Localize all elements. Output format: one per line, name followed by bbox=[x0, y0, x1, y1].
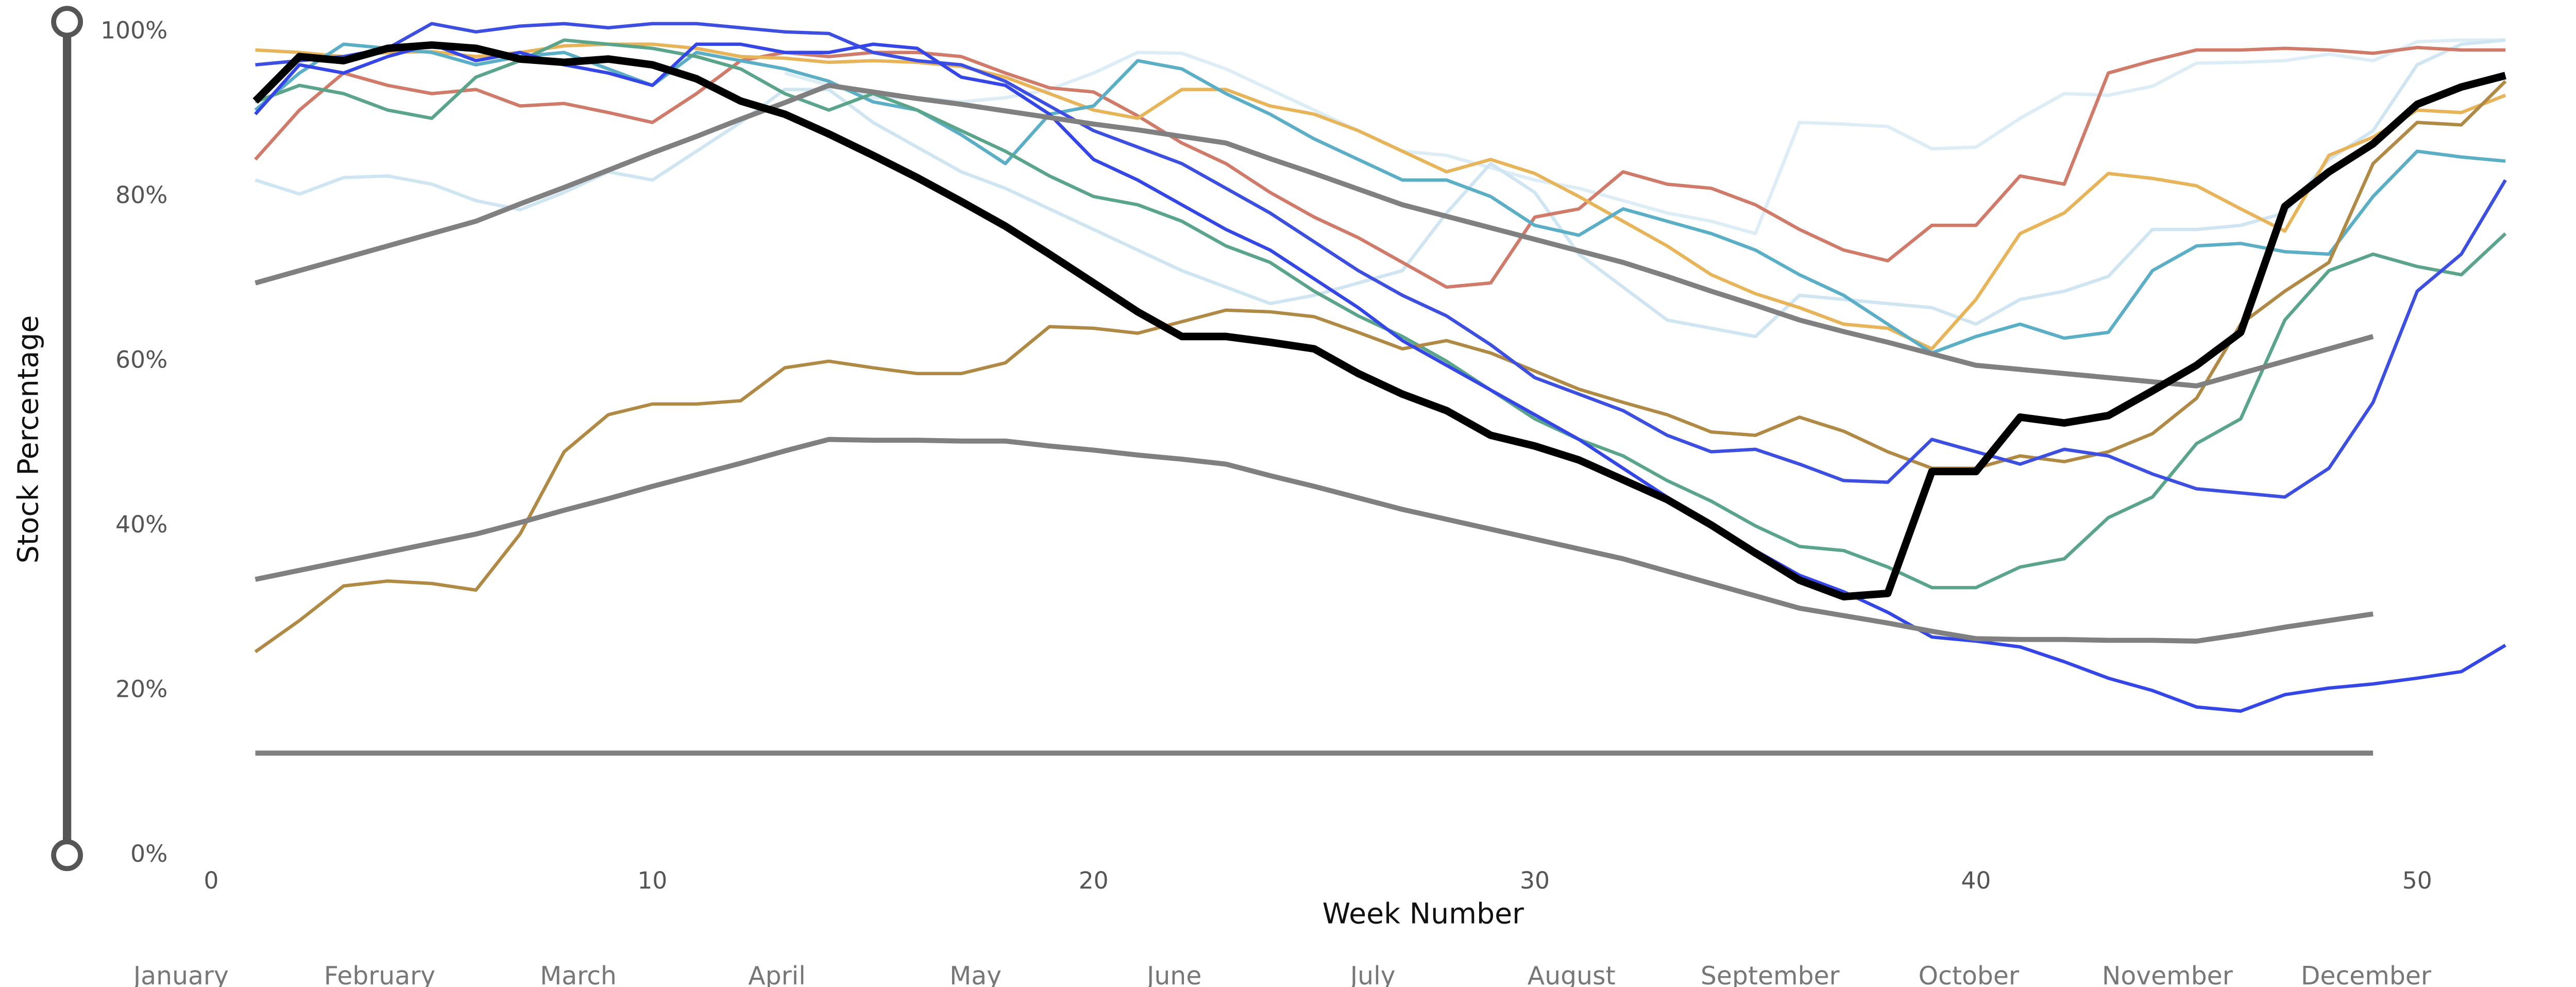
month-label: July bbox=[1349, 961, 1396, 987]
series-line bbox=[254, 42, 2506, 355]
series-line bbox=[254, 42, 2506, 713]
series-line bbox=[254, 45, 2506, 289]
x-tick-label: 10 bbox=[637, 867, 667, 894]
y-axis-title: Stock Percentage bbox=[12, 315, 45, 564]
y-tick-label: 20% bbox=[115, 675, 167, 702]
y-tick-label: 60% bbox=[115, 346, 167, 373]
series-line bbox=[255, 38, 2506, 339]
x-axis-title: Week Number bbox=[1323, 898, 1524, 931]
x-tick-label: 50 bbox=[2402, 867, 2432, 894]
series-line bbox=[255, 22, 2507, 499]
month-label: June bbox=[1145, 961, 1201, 987]
month-label: April bbox=[748, 961, 806, 987]
range-slider[interactable] bbox=[51, 6, 83, 872]
month-label: August bbox=[1528, 961, 1616, 987]
x-tick-label: 0 bbox=[204, 867, 218, 894]
x-tick-label: 40 bbox=[1961, 867, 1991, 894]
x-tick-label: 20 bbox=[1079, 867, 1109, 894]
slider-handle[interactable] bbox=[51, 6, 83, 38]
month-label: May bbox=[950, 961, 1002, 987]
y-tick-label: 80% bbox=[115, 181, 167, 209]
y-tick-label: 0% bbox=[130, 840, 167, 867]
series-line bbox=[784, 38, 2506, 236]
x-tick-label: 30 bbox=[1520, 867, 1550, 894]
month-label: November bbox=[2102, 961, 2233, 987]
y-tick-label: 100% bbox=[100, 16, 167, 44]
series-line bbox=[255, 437, 2374, 644]
series-line bbox=[254, 80, 2507, 654]
series-line bbox=[252, 41, 2506, 600]
month-label: October bbox=[1919, 961, 2020, 987]
month-label: January bbox=[132, 961, 229, 987]
series-line bbox=[255, 82, 2374, 389]
month-label: September bbox=[1701, 961, 1840, 987]
y-tick-label: 40% bbox=[115, 511, 167, 538]
slider-handle[interactable] bbox=[51, 839, 83, 872]
month-label: December bbox=[2301, 961, 2432, 987]
month-label: February bbox=[324, 961, 435, 987]
month-label: March bbox=[540, 961, 617, 987]
series-line bbox=[255, 42, 2506, 351]
